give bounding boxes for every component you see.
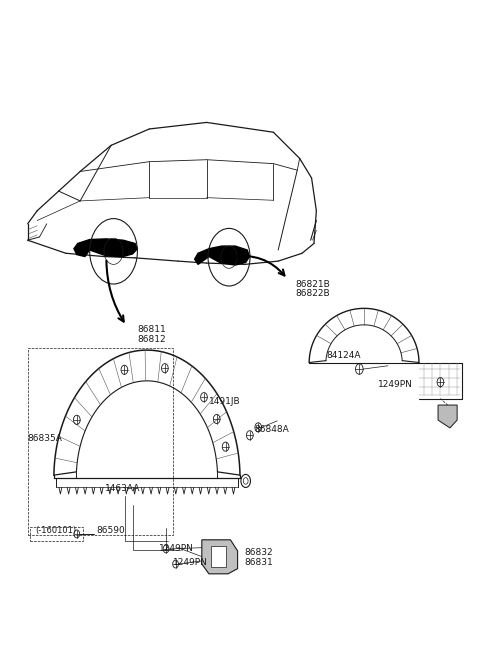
Polygon shape bbox=[438, 405, 457, 428]
Polygon shape bbox=[195, 246, 250, 265]
Text: 1491JB: 1491JB bbox=[209, 397, 240, 406]
Text: 1249PN: 1249PN bbox=[159, 545, 194, 553]
Text: 86812: 86812 bbox=[137, 335, 166, 344]
Text: 84124A: 84124A bbox=[326, 351, 360, 361]
Text: 1249PN: 1249PN bbox=[378, 380, 413, 388]
Bar bbox=[30, 527, 83, 541]
Text: 86832: 86832 bbox=[245, 548, 274, 556]
Text: (-160101): (-160101) bbox=[35, 526, 76, 535]
Polygon shape bbox=[202, 540, 238, 574]
Text: 1249PN: 1249PN bbox=[173, 558, 208, 566]
Bar bbox=[28, 348, 173, 535]
Polygon shape bbox=[74, 239, 137, 256]
Text: 86821B: 86821B bbox=[295, 279, 330, 288]
Text: 86835A: 86835A bbox=[28, 434, 62, 443]
Text: 86848A: 86848A bbox=[254, 424, 289, 434]
Text: 1463AA: 1463AA bbox=[106, 484, 141, 493]
Text: 86831: 86831 bbox=[245, 558, 274, 566]
Text: 86822B: 86822B bbox=[295, 289, 329, 298]
Bar bbox=[211, 546, 226, 567]
Text: 86590: 86590 bbox=[97, 526, 126, 535]
Text: 86811: 86811 bbox=[137, 325, 166, 334]
